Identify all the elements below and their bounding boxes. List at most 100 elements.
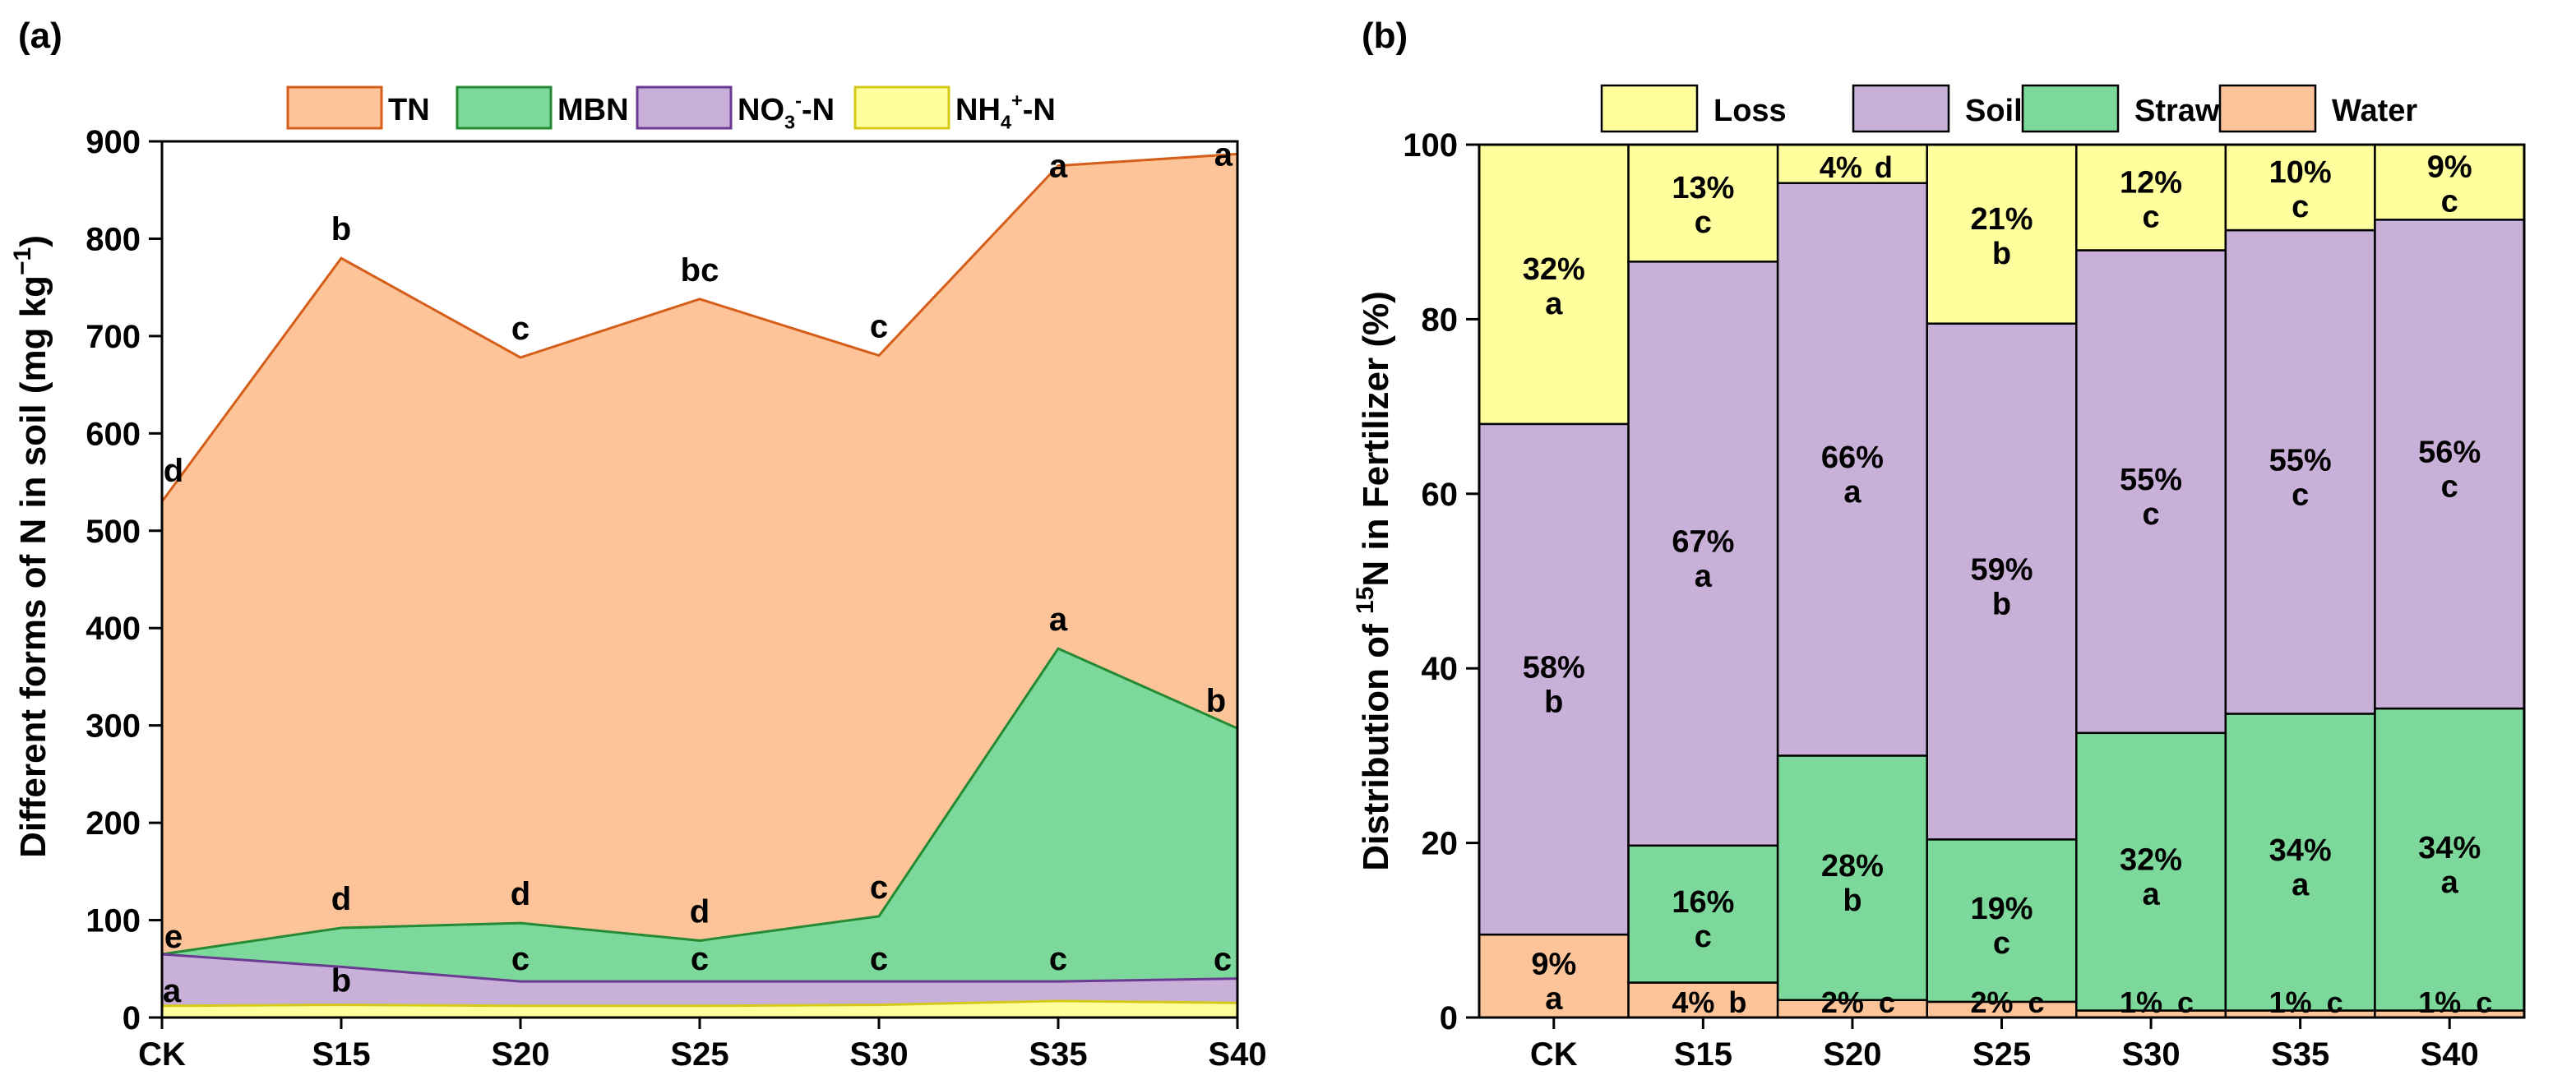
- letter-soil: a: [1843, 475, 1861, 510]
- letter-tn: c: [870, 309, 888, 345]
- legend-label-loss: Loss: [1713, 94, 1787, 128]
- bar-straw: [2075, 731, 2227, 1012]
- letter-straw: a: [2441, 865, 2459, 900]
- legend-label-NO3: NO3--N: [738, 90, 835, 133]
- bar-soil: [2075, 249, 2227, 735]
- legend-label-NH4-part: NH: [955, 93, 1001, 127]
- label-soil: 55%: [2269, 443, 2332, 478]
- letter-loss: d: [1875, 150, 1893, 184]
- ytick-label-b: 100: [1403, 127, 1458, 164]
- xtick-label-a: S20: [491, 1036, 549, 1073]
- legend-b: Loss Soil Straw Water: [1600, 84, 2417, 133]
- letter-loss: c: [1695, 205, 1712, 240]
- xtick-label-a: S35: [1029, 1036, 1087, 1073]
- letter-straw: c: [1993, 926, 2010, 961]
- ytick-label-b: 80: [1422, 302, 1459, 338]
- letter-mbn: d: [331, 881, 351, 917]
- bar-loss: [2224, 143, 2376, 232]
- legend-label-water: Water: [2332, 94, 2417, 128]
- letter-mbn: e: [164, 919, 183, 955]
- letter-mbn: d: [690, 893, 710, 930]
- letter-water: c: [2327, 985, 2343, 1019]
- letter-water: c: [2476, 985, 2492, 1019]
- label-loss: 9%: [2427, 150, 2472, 185]
- legend-swatch-NH4: [853, 85, 950, 130]
- label-straw: 28%: [1821, 849, 1884, 884]
- bar-soil: [1627, 261, 1779, 847]
- legend-label-MBN-part: MBN: [557, 93, 629, 127]
- ylabel-a-part: ): [13, 235, 53, 247]
- panel-a: 0 100 200 300 400 500 600 700 800 900 CK S15 S20 S25 S…: [9, 16, 1267, 1073]
- letter-straw: a: [2292, 868, 2310, 902]
- label-straw: 32%: [2120, 843, 2182, 878]
- letter-mbn: d: [511, 876, 530, 912]
- letter-water: c: [2028, 985, 2044, 1019]
- label-straw: 34%: [2269, 833, 2332, 868]
- letter-soil: c: [2441, 470, 2458, 505]
- label-loss: 12%: [2120, 165, 2182, 200]
- legend-label-NO3-part: 3: [784, 112, 795, 133]
- letter-tn: c: [511, 311, 530, 347]
- letter-water: c: [1879, 985, 1895, 1019]
- area-MBN: [162, 648, 1237, 1017]
- legend-swatch-soil: [1852, 84, 1950, 133]
- bar-straw: [2224, 713, 2376, 1012]
- label-loss: 10%: [2269, 155, 2332, 190]
- legend-label-NO3-part: NO: [738, 93, 784, 127]
- letter-no3: c: [1214, 942, 1232, 978]
- legend-swatch-loss: [1600, 84, 1699, 133]
- legend-label-MBN: MBN: [557, 93, 629, 127]
- ytick-label-b: 40: [1422, 651, 1459, 687]
- bar-soil: [1478, 422, 1630, 936]
- letter-straw: c: [1695, 920, 1712, 954]
- bar-soil: [2224, 228, 2376, 715]
- letter-tn: a: [1049, 149, 1068, 185]
- ylabel-b-part: N in Fertilizer (%): [1356, 291, 1396, 586]
- label-soil: 66%: [1821, 441, 1884, 475]
- letter-soil: c: [2143, 497, 2160, 532]
- letter-tn: b: [331, 211, 351, 247]
- xtick-label-a: CK: [138, 1036, 186, 1073]
- xtick-label-a: S40: [1208, 1036, 1266, 1073]
- legend-swatch-water: [2218, 84, 2317, 133]
- ytick-label-a: 800: [86, 221, 141, 257]
- panel-label-a: (a): [18, 16, 62, 56]
- letter-mbn: c: [870, 870, 888, 906]
- bar-water: [1627, 981, 1779, 1019]
- label-loss: 13%: [1672, 171, 1734, 205]
- letter-no3: c: [511, 941, 530, 977]
- panel-label-b: (b): [1362, 16, 1408, 56]
- legend-label-straw: Straw: [2134, 94, 2220, 128]
- legend-label-TN: TN: [388, 93, 430, 127]
- legend-label-soil: Soil: [1965, 94, 2023, 128]
- bar-straw: [1776, 754, 1928, 1002]
- bar-loss: [1926, 143, 2078, 325]
- xtick-label-b: CK: [1530, 1036, 1578, 1073]
- label-water: 1%: [2269, 985, 2312, 1019]
- letter-loss: c: [2441, 185, 2458, 219]
- label-straw: 19%: [1970, 892, 2033, 926]
- legend-swatch-NO3: [636, 85, 733, 130]
- legend-label-NH4-part: 4: [1001, 112, 1011, 133]
- ylabel-a-part: −1: [9, 247, 36, 275]
- ylabel-b-part: 15: [1352, 587, 1379, 614]
- legend-label-NO3-part: -N: [802, 93, 835, 127]
- panel-b: 9%a58%b32%a4% b16%c67%a13%c2% c28%b66%a4% d…: [1352, 16, 2526, 1073]
- ytick-label-a: 600: [86, 416, 141, 452]
- area-NH4+-N: [162, 1000, 1237, 1017]
- letter-no3: c: [1049, 941, 1067, 977]
- letter-straw: a: [2143, 878, 2161, 912]
- ytick-label-a: 200: [86, 805, 141, 842]
- letter-water: c: [2177, 985, 2194, 1019]
- bar-soil: [2374, 219, 2526, 710]
- xtick-label-a: S25: [670, 1036, 728, 1073]
- bar-soil: [1926, 322, 2078, 841]
- xtick-label-b: S40: [2421, 1036, 2479, 1073]
- ytick-label-a: 900: [86, 124, 141, 160]
- letter-no3: b: [331, 962, 351, 999]
- line-NO3--N: [161, 953, 1238, 983]
- label-water: 1%: [2418, 985, 2461, 1019]
- legend-a: TN MBN NO3--N NH4+-N: [286, 85, 1056, 133]
- ylabel-b-part: Distribution of: [1356, 614, 1396, 871]
